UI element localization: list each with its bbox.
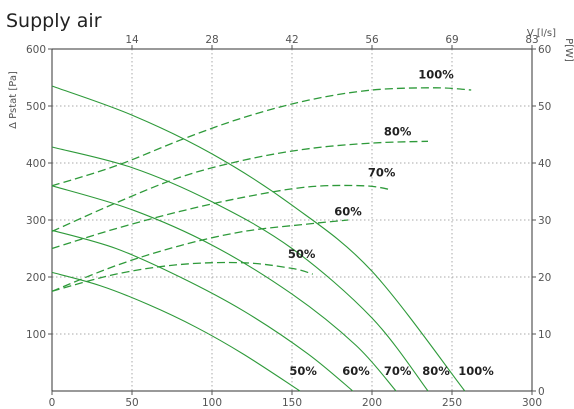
power-curves [51,87,472,292]
right-axis-ticks: 0 10 20 30 40 50 60 [532,44,551,398]
power-curve-label: 60% [334,204,362,218]
y-tick-label: 600 [26,44,46,56]
x-tick-label: 0 [49,397,56,409]
x-tick-label: 100 [202,397,222,409]
y-tick-label: 400 [26,158,46,170]
y-tick-label: 100 [26,329,46,341]
right-tick-label: 0 [538,386,545,398]
x-tick-label: 200 [362,397,382,409]
pressure-curve-label: 80% [422,364,450,378]
top-tick-label: 42 [285,34,298,46]
top-tick-label: 83 [525,34,538,46]
top-tick-label: 28 [205,34,218,46]
pressure-curve [51,146,429,392]
y-tick-label: 200 [26,272,46,284]
right-tick-label: 20 [538,272,551,284]
pressure-curve-label: 60% [342,364,370,378]
x-tick-label: 50 [125,397,138,409]
right-tick-label: 10 [538,329,551,341]
right-axis-label: P[W] [563,38,574,62]
power-curve-label: 70% [368,166,396,180]
pressure-curve-label: 50% [289,364,317,378]
x-tick-label: 150 [282,397,302,409]
power-curve [51,219,349,292]
top-tick-label: 56 [365,34,379,46]
pressure-curve-label: 100% [458,364,494,378]
y-axis-label: Δ Pstat [Pa] [8,71,19,129]
top-axis-label: V [l/s] [527,28,556,39]
right-tick-label: 50 [538,101,551,113]
power-curve [51,184,392,250]
pressure-curve [51,229,354,392]
power-curve [51,87,472,187]
chart-title: Supply air [6,10,102,32]
power-curve-label: 50% [288,247,316,261]
pressure-curves [51,85,466,392]
pressure-curve-labels: 50% 60% 70% 80% 100% [289,364,494,378]
top-axis-ticks: 14 28 42 56 69 83 [125,34,539,49]
right-tick-label: 40 [538,158,551,170]
power-curve [51,261,313,292]
pressure-curve [51,271,301,392]
right-tick-label: 60 [538,44,551,56]
right-tick-label: 30 [538,215,551,227]
grid-lines [52,49,532,391]
pressure-curve [51,85,466,392]
y-tick-label: 300 [26,215,46,227]
y-axis-ticks: 100 200 300 400 500 600 [26,44,52,341]
power-curve-label: 100% [418,68,454,82]
top-tick-label: 69 [445,34,458,46]
pressure-curve-label: 70% [384,364,412,378]
x-axis-ticks: 0 50 100 150 200 250 300 [49,391,542,409]
x-tick-label: 300 [522,397,542,409]
top-tick-label: 14 [125,34,139,46]
pressure-curve [51,185,397,392]
x-tick-label: 250 [442,397,462,409]
power-curve-label: 80% [384,125,412,139]
y-tick-label: 500 [26,101,46,113]
power-curve-labels: 50% 60% 70% 80% 100% [288,68,454,262]
power-curve [51,140,429,232]
